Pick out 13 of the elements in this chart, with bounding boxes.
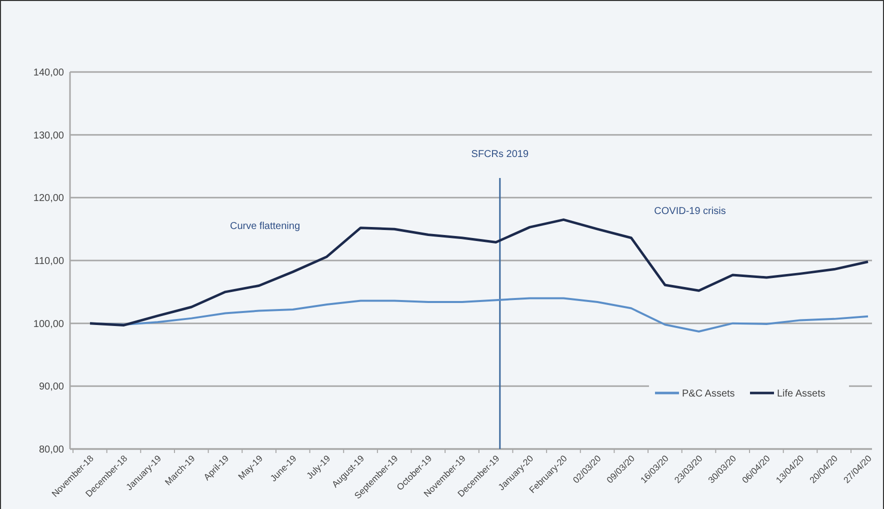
- y-tick-label: 140,00: [33, 68, 64, 78]
- legend-label: Life Assets: [777, 388, 826, 400]
- ref-line-label: SFCRs 2019: [471, 149, 529, 160]
- annotation: Curve flattening: [230, 221, 300, 232]
- legend-label: P&C Assets: [682, 388, 735, 400]
- y-tick-label: 80,00: [38, 444, 64, 456]
- y-tick-label: 90,00: [38, 382, 64, 393]
- annotation: COVID-19 crisis: [654, 206, 726, 217]
- line-series: [88, 218, 870, 326]
- y-tick-label: 120,00: [33, 193, 64, 204]
- y-tick-label: 110,00: [34, 256, 64, 267]
- y-tick-label: 100,00: [33, 318, 64, 330]
- y-tick-label: 130,00: [33, 130, 64, 142]
